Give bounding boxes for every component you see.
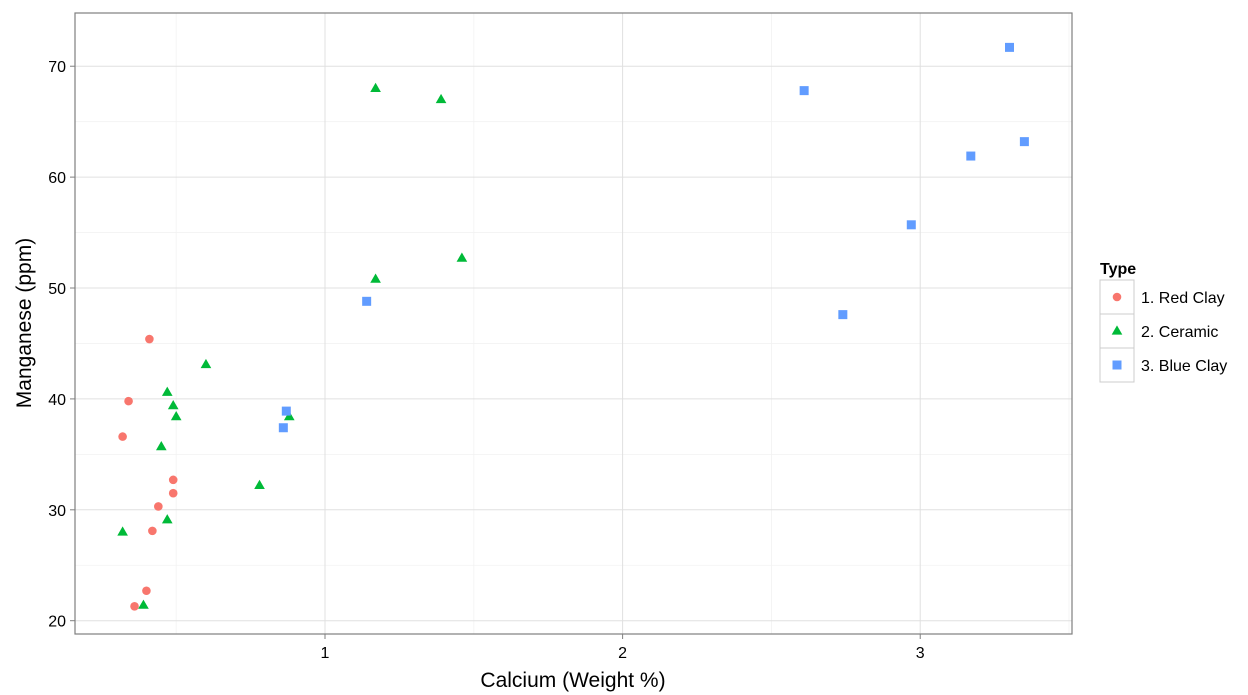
data-point (155, 440, 167, 451)
data-point (1005, 42, 1015, 52)
y-tick-label: 30 (48, 503, 66, 520)
data-point (117, 526, 128, 536)
data-points (117, 42, 1029, 611)
legend-key-marker (1112, 360, 1122, 370)
data-point (168, 488, 178, 498)
legend: Type 1. Red Clay 2. Ceramic 3. Blue Clay (1099, 261, 1227, 383)
x-axis: 1 2 3 (321, 634, 925, 662)
data-point (362, 296, 372, 306)
data-point (130, 601, 139, 611)
data-point (118, 432, 127, 441)
data-point (1019, 137, 1029, 147)
data-point (370, 82, 381, 93)
data-point (138, 599, 149, 609)
x-tick-label: 1 (321, 645, 330, 662)
legend-title: Type (1100, 261, 1136, 278)
y-tick-label: 70 (48, 59, 66, 76)
data-point (966, 151, 976, 161)
data-point (145, 334, 154, 344)
data-point (148, 526, 157, 536)
data-point (435, 93, 447, 104)
y-tick-label: 60 (48, 170, 66, 187)
major-grid (75, 13, 1072, 634)
y-axis: 20 30 40 50 60 70 (48, 59, 75, 631)
data-point (799, 86, 809, 96)
data-point (906, 220, 916, 230)
x-tick-label: 2 (618, 645, 627, 662)
data-point (370, 273, 381, 283)
legend-item-label: 2. Ceramic (1141, 324, 1218, 341)
plot-border (74, 12, 1073, 635)
legend-item-label: 3. Blue Clay (1141, 358, 1227, 375)
data-point (161, 386, 173, 396)
data-point (278, 423, 288, 433)
data-point (281, 406, 291, 416)
data-point (154, 502, 163, 511)
legend-key-marker (1111, 325, 1123, 335)
data-point (170, 411, 182, 421)
y-tick-label: 50 (48, 281, 66, 298)
data-point (167, 399, 179, 410)
data-point (283, 411, 295, 421)
y-axis-label: Manganese (ppm) (13, 238, 36, 408)
data-point (161, 514, 173, 524)
data-point (200, 358, 212, 369)
y-tick-label: 20 (48, 614, 66, 631)
data-point (142, 586, 151, 596)
data-point (168, 475, 178, 485)
plot-panel (75, 13, 1072, 634)
data-point (838, 310, 848, 320)
data-point (124, 396, 133, 406)
legend-key-marker (1112, 292, 1122, 302)
data-point (456, 252, 468, 262)
x-axis-label: Calcium (Weight %) (480, 669, 665, 692)
minor-grid (75, 13, 1072, 634)
legend-item-label: 1. Red Clay (1141, 290, 1225, 307)
x-tick-label: 3 (916, 645, 925, 662)
y-tick-label: 40 (48, 392, 66, 409)
data-point (254, 479, 265, 490)
